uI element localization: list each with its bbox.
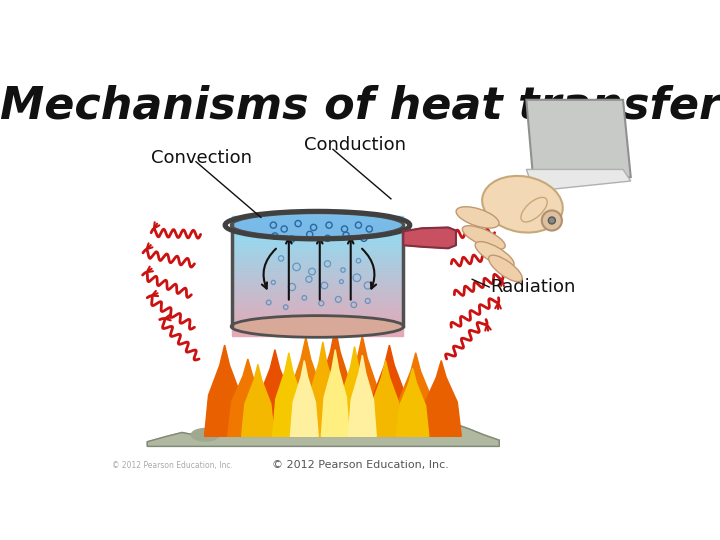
Polygon shape [204, 345, 245, 436]
Polygon shape [232, 267, 403, 270]
Polygon shape [421, 361, 462, 436]
Ellipse shape [239, 423, 272, 437]
Polygon shape [232, 246, 403, 249]
Polygon shape [232, 216, 403, 219]
Polygon shape [232, 219, 403, 222]
Polygon shape [232, 327, 403, 330]
Polygon shape [232, 285, 403, 288]
Ellipse shape [462, 226, 505, 249]
Polygon shape [395, 353, 436, 436]
Polygon shape [232, 315, 403, 318]
Ellipse shape [231, 213, 404, 238]
Ellipse shape [305, 421, 346, 436]
Polygon shape [232, 330, 403, 333]
Polygon shape [232, 321, 403, 324]
Text: © 2012 Pearson Education, Inc.: © 2012 Pearson Education, Inc. [271, 460, 449, 470]
Polygon shape [232, 237, 403, 240]
Circle shape [541, 211, 562, 231]
Polygon shape [232, 261, 403, 264]
Polygon shape [273, 353, 305, 436]
Polygon shape [232, 282, 403, 285]
Polygon shape [232, 306, 403, 309]
Polygon shape [232, 264, 403, 267]
Polygon shape [242, 364, 274, 436]
Ellipse shape [427, 427, 455, 440]
Polygon shape [403, 227, 456, 248]
Polygon shape [348, 355, 377, 436]
Ellipse shape [482, 176, 563, 233]
Ellipse shape [191, 428, 220, 442]
Polygon shape [232, 309, 403, 312]
Polygon shape [232, 273, 403, 276]
Polygon shape [232, 303, 403, 306]
Polygon shape [232, 255, 403, 258]
Polygon shape [228, 359, 268, 436]
Ellipse shape [521, 197, 547, 222]
Polygon shape [232, 276, 403, 279]
Polygon shape [232, 294, 403, 297]
Text: © 2012 Pearson Education, Inc.: © 2012 Pearson Education, Inc. [112, 461, 233, 470]
Circle shape [549, 217, 555, 224]
Polygon shape [321, 350, 349, 436]
Ellipse shape [489, 255, 522, 282]
Ellipse shape [231, 316, 404, 338]
Polygon shape [232, 258, 403, 261]
Polygon shape [232, 225, 403, 228]
Polygon shape [232, 231, 403, 234]
Polygon shape [307, 342, 339, 436]
Polygon shape [396, 368, 429, 436]
Ellipse shape [475, 241, 514, 267]
Polygon shape [232, 333, 403, 336]
Text: Convection: Convection [151, 149, 252, 167]
Polygon shape [526, 100, 631, 189]
Polygon shape [232, 297, 403, 300]
Ellipse shape [456, 207, 499, 228]
Polygon shape [286, 338, 326, 436]
Polygon shape [232, 252, 403, 255]
Ellipse shape [377, 423, 413, 437]
Polygon shape [232, 318, 403, 321]
Polygon shape [232, 240, 403, 243]
Polygon shape [232, 291, 403, 294]
Polygon shape [232, 249, 403, 252]
Polygon shape [369, 361, 402, 436]
Polygon shape [232, 279, 403, 282]
Polygon shape [232, 324, 403, 327]
Polygon shape [290, 361, 318, 436]
Text: Radiation: Radiation [490, 278, 575, 296]
Text: Mechanisms of heat transfer: Mechanisms of heat transfer [0, 84, 720, 127]
Polygon shape [232, 312, 403, 315]
Polygon shape [232, 243, 403, 246]
Text: Conduction: Conduction [305, 136, 406, 154]
Polygon shape [526, 170, 631, 191]
Polygon shape [232, 228, 403, 231]
Polygon shape [232, 222, 403, 225]
Polygon shape [232, 270, 403, 273]
Polygon shape [232, 234, 403, 237]
Polygon shape [369, 345, 410, 436]
Polygon shape [232, 288, 403, 291]
Polygon shape [338, 347, 371, 436]
Polygon shape [255, 350, 295, 436]
Polygon shape [315, 328, 356, 436]
Polygon shape [342, 336, 382, 436]
Polygon shape [148, 422, 499, 447]
Polygon shape [232, 300, 403, 303]
